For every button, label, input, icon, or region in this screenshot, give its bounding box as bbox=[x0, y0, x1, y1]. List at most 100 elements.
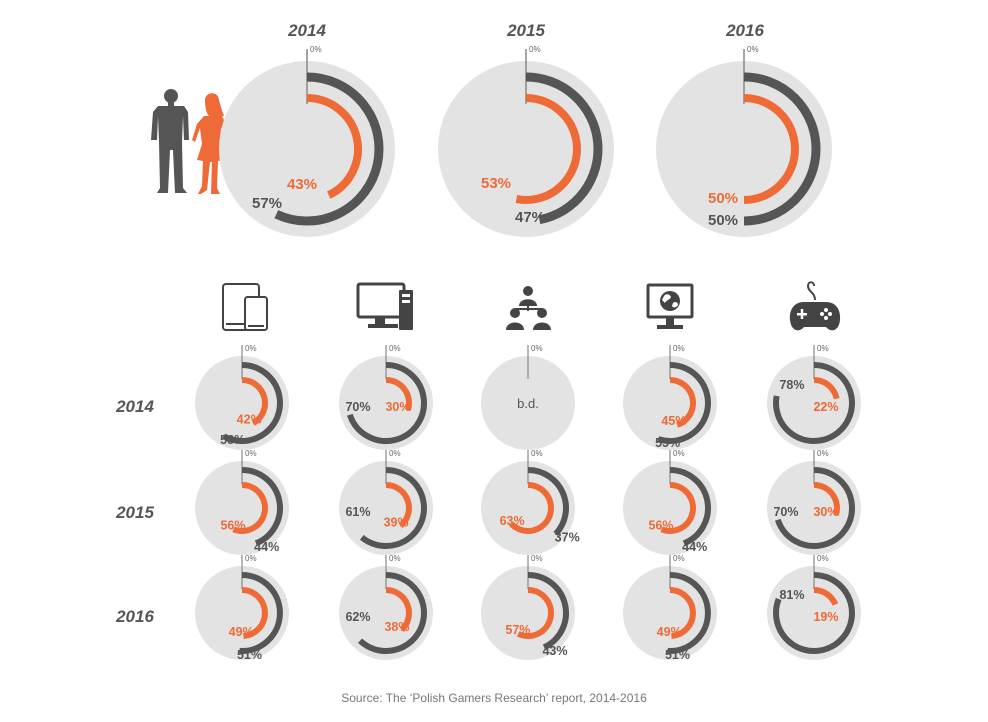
zero-label: 0% bbox=[817, 449, 829, 458]
female-pct-label: 50% bbox=[708, 190, 738, 207]
male-arc bbox=[667, 572, 711, 654]
female-arc bbox=[306, 94, 362, 199]
gamepad-chart-2015: 0% 30% 70% bbox=[767, 449, 861, 555]
no-data-label: b.d. bbox=[517, 396, 539, 411]
male-pct-label: 37% bbox=[555, 530, 580, 544]
male-pct-label: 57% bbox=[252, 195, 282, 212]
female-pct-label: 43% bbox=[287, 176, 317, 193]
male-pct-label: 44% bbox=[682, 540, 707, 554]
chart-background-disc bbox=[339, 461, 433, 555]
female-pct-label: 19% bbox=[813, 610, 838, 624]
male-arc bbox=[657, 362, 711, 444]
zero-label: 0% bbox=[531, 554, 543, 563]
chart-background-disc bbox=[623, 566, 717, 660]
chart-background-disc bbox=[481, 566, 575, 660]
zero-label: 0% bbox=[245, 344, 257, 353]
male-arc bbox=[239, 572, 283, 654]
male-pct-label: 44% bbox=[254, 540, 279, 554]
male-pct-label: 47% bbox=[515, 209, 545, 226]
female-pct-label: 42% bbox=[237, 413, 262, 427]
social-network-chart-2016: 0% 57% 43% bbox=[481, 554, 575, 660]
gender-chart-2016: 0% 50% 50% bbox=[656, 45, 832, 237]
monitor-globe-chart-2014: 0% 45% 55% bbox=[623, 344, 717, 450]
male-arc bbox=[743, 72, 821, 226]
male-pct-label: 51% bbox=[665, 648, 690, 662]
male-pct-label: 43% bbox=[542, 644, 567, 658]
female-arc bbox=[241, 587, 268, 639]
female-arc bbox=[241, 377, 268, 426]
zero-label: 0% bbox=[747, 45, 759, 54]
male-arc bbox=[347, 362, 427, 444]
female-pct-label: 39% bbox=[384, 516, 409, 530]
female-arc bbox=[669, 377, 696, 428]
male-pct-label: 50% bbox=[708, 212, 738, 229]
female-pct-label: 38% bbox=[384, 620, 409, 634]
male-silhouette-icon bbox=[151, 89, 189, 193]
female-arc bbox=[660, 482, 696, 534]
zero-label: 0% bbox=[817, 554, 829, 563]
male-arc bbox=[527, 572, 569, 651]
gender-chart-2015: 0% 53% 47% bbox=[438, 45, 614, 237]
chart-background-disc bbox=[481, 356, 575, 450]
desktop-computer-chart-2015: 0% 39% 61% bbox=[339, 449, 433, 555]
female-arc bbox=[516, 587, 554, 639]
female-arc bbox=[385, 587, 412, 632]
male-pct-label: 61% bbox=[345, 505, 370, 519]
chart-background-disc bbox=[481, 461, 575, 555]
chart-background-disc bbox=[767, 566, 861, 660]
tablet-smartphone-chart-2014: 0% 42% 58% bbox=[195, 344, 289, 450]
tablet-smartphone-icon bbox=[222, 283, 268, 331]
zero-label: 0% bbox=[389, 449, 401, 458]
female-pct-label: 22% bbox=[813, 400, 838, 414]
male-pct-label: 55% bbox=[655, 436, 680, 450]
male-arc bbox=[274, 72, 384, 226]
chart-background-disc bbox=[195, 461, 289, 555]
desktop-computer-chart-2014: 0% 30% 70% bbox=[339, 344, 433, 450]
zero-label: 0% bbox=[310, 45, 322, 54]
chart-background-disc bbox=[438, 61, 614, 237]
female-arc bbox=[515, 94, 581, 204]
male-arc bbox=[357, 572, 427, 654]
gamepad-chart-2014: 0% 22% 78% bbox=[767, 344, 861, 450]
gamepad-icon bbox=[789, 281, 841, 331]
zero-label: 0% bbox=[673, 554, 685, 563]
social-network-chart-2015: 0% 63% 37% bbox=[481, 449, 580, 555]
chart-background-disc bbox=[339, 356, 433, 450]
gender-chart-2014: 0% 43% 57% bbox=[219, 45, 395, 237]
male-arc bbox=[222, 362, 283, 444]
female-arc bbox=[743, 94, 799, 204]
zero-label: 0% bbox=[245, 554, 257, 563]
male-arc bbox=[669, 467, 711, 547]
chart-background-disc bbox=[219, 61, 395, 237]
female-arc bbox=[669, 587, 696, 639]
row-label-2014: 2014 bbox=[115, 397, 154, 416]
male-arc bbox=[775, 467, 855, 549]
male-pct-label: 62% bbox=[345, 610, 370, 624]
female-arc bbox=[813, 377, 840, 400]
female-arc bbox=[813, 482, 840, 517]
monitor-globe-icon bbox=[646, 283, 694, 329]
female-pct-label: 49% bbox=[657, 625, 682, 639]
female-pct-label: 30% bbox=[813, 505, 838, 519]
chart-background-disc bbox=[623, 461, 717, 555]
year-title-2015: 2015 bbox=[506, 21, 545, 40]
female-arc bbox=[813, 587, 839, 606]
female-pct-label: 49% bbox=[229, 625, 254, 639]
desktop-computer-icon bbox=[356, 282, 413, 330]
monitor-globe-chart-2016: 0% 49% 51% bbox=[623, 554, 717, 662]
male-pct-label: 81% bbox=[779, 588, 804, 602]
row-label-2015: 2015 bbox=[115, 503, 154, 522]
chart-background-disc bbox=[195, 566, 289, 660]
zero-label: 0% bbox=[389, 344, 401, 353]
zero-label: 0% bbox=[531, 344, 543, 353]
male-arc bbox=[773, 362, 855, 444]
male-arc bbox=[527, 467, 569, 537]
social-network-chart-2014: 0% b.d. bbox=[481, 344, 575, 450]
male-pct-label: 58% bbox=[220, 433, 245, 447]
male-pct-label: 70% bbox=[345, 400, 370, 414]
chart-background-disc bbox=[767, 356, 861, 450]
female-pct-label: 45% bbox=[661, 414, 686, 428]
row-label-2016: 2016 bbox=[115, 607, 154, 626]
female-pct-label: 56% bbox=[220, 519, 245, 533]
